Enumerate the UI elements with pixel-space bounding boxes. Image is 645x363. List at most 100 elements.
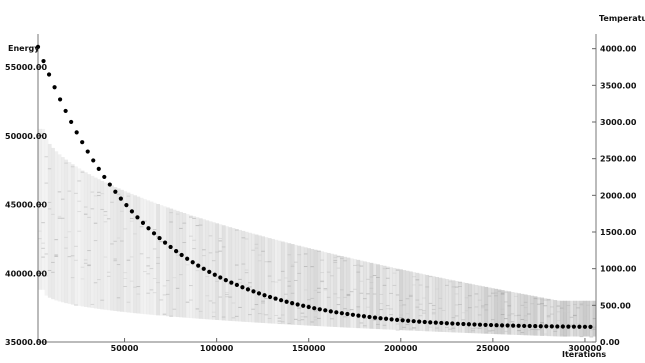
sample-line bbox=[569, 325, 574, 327]
right-y-tick-label: 2000.00 bbox=[600, 191, 637, 200]
sample-line bbox=[54, 255, 59, 257]
sample-line bbox=[80, 171, 85, 173]
sample-line bbox=[336, 297, 341, 299]
temperature-point bbox=[135, 215, 140, 220]
sample-line bbox=[41, 242, 46, 244]
sample-line bbox=[274, 314, 279, 316]
sample-line bbox=[431, 313, 436, 315]
sample-line bbox=[362, 325, 367, 327]
sample-line bbox=[156, 262, 160, 264]
sample-line bbox=[218, 296, 223, 298]
sample-line bbox=[97, 195, 101, 197]
sample-line bbox=[425, 286, 430, 288]
sample-line bbox=[317, 287, 321, 289]
sample-line bbox=[461, 319, 466, 321]
sample-line bbox=[559, 307, 564, 309]
temperature-point bbox=[278, 298, 284, 303]
right-y-tick-label: 3500.00 bbox=[600, 81, 637, 90]
sample-line bbox=[333, 293, 338, 295]
sample-line bbox=[300, 312, 305, 314]
sample-line bbox=[83, 206, 88, 208]
sample-line bbox=[323, 289, 328, 291]
right-axis-title: Temperature bbox=[599, 14, 645, 23]
sample-strip bbox=[504, 290, 508, 335]
sample-strip bbox=[156, 203, 160, 316]
sample-strip bbox=[192, 216, 197, 319]
sample-line bbox=[412, 284, 416, 286]
temperature-point bbox=[57, 97, 63, 102]
sample-line bbox=[139, 226, 144, 228]
sample-line bbox=[277, 317, 282, 319]
sample-strip bbox=[139, 197, 144, 314]
right-y-tick-label: 500.00 bbox=[600, 301, 631, 310]
sample-line bbox=[149, 289, 154, 291]
sample-line bbox=[146, 292, 151, 294]
sample-line bbox=[366, 306, 371, 308]
sample-line bbox=[566, 305, 571, 307]
sample-strip bbox=[543, 298, 548, 336]
temperature-point bbox=[527, 323, 532, 329]
sample-line bbox=[129, 217, 134, 219]
temperature-point bbox=[522, 323, 527, 329]
sample-line bbox=[67, 190, 72, 192]
sample-strip bbox=[550, 299, 554, 337]
x-tick-label: 50000 bbox=[111, 344, 139, 353]
left-y-tick-label: 50000.00 bbox=[5, 132, 47, 141]
sample-line bbox=[513, 315, 518, 317]
sample-strip bbox=[152, 202, 157, 316]
temperature-point bbox=[207, 269, 212, 274]
sample-line bbox=[113, 240, 118, 242]
sample-line bbox=[44, 182, 49, 184]
sample-line bbox=[504, 318, 508, 320]
sample-line bbox=[300, 316, 305, 318]
x-tick-label: 200000 bbox=[384, 344, 418, 353]
sample-strip bbox=[303, 247, 308, 326]
sample-line bbox=[87, 250, 92, 252]
sample-line bbox=[120, 210, 124, 212]
sample-line bbox=[195, 225, 200, 227]
sample-line bbox=[543, 333, 548, 335]
sample-strip bbox=[41, 128, 46, 290]
sample-strip bbox=[569, 300, 574, 337]
temperature-point bbox=[389, 317, 394, 322]
sample-line bbox=[257, 313, 262, 315]
sample-line bbox=[152, 292, 157, 294]
sample-line bbox=[231, 317, 236, 319]
sample-strip bbox=[93, 177, 98, 309]
sample-line bbox=[582, 315, 587, 317]
sample-line bbox=[376, 318, 380, 320]
sample-line bbox=[77, 200, 82, 202]
sample-line bbox=[251, 308, 256, 310]
sample-line bbox=[97, 191, 101, 193]
sample-line bbox=[195, 270, 200, 272]
temperature-point bbox=[505, 323, 510, 328]
sample-line bbox=[576, 307, 581, 309]
sample-line bbox=[244, 272, 249, 274]
sample-line bbox=[408, 295, 413, 297]
sample-line bbox=[90, 191, 95, 193]
sample-line bbox=[490, 292, 495, 294]
temperature-point bbox=[46, 72, 52, 77]
sample-line bbox=[395, 294, 400, 296]
sample-line bbox=[500, 292, 505, 294]
sample-strip bbox=[527, 295, 531, 336]
temperature-point bbox=[124, 203, 129, 208]
sample-line bbox=[520, 318, 525, 320]
sample-line bbox=[399, 305, 403, 307]
temperature-point bbox=[129, 209, 135, 214]
temperature-point bbox=[328, 309, 333, 314]
sample-line bbox=[487, 330, 492, 332]
sample-line bbox=[428, 326, 433, 328]
right-y-tick-label: 1500.00 bbox=[600, 228, 637, 237]
sample-strip bbox=[215, 223, 220, 320]
temperature-point bbox=[372, 315, 378, 320]
sample-line bbox=[500, 308, 505, 310]
energy-sample-band bbox=[38, 128, 597, 338]
sample-line bbox=[70, 255, 75, 257]
sample-line bbox=[143, 271, 147, 273]
sample-line bbox=[100, 208, 105, 210]
sample-line bbox=[451, 286, 456, 288]
sample-strip bbox=[530, 295, 535, 336]
sample-strip bbox=[83, 172, 88, 307]
sample-strip bbox=[366, 262, 371, 329]
